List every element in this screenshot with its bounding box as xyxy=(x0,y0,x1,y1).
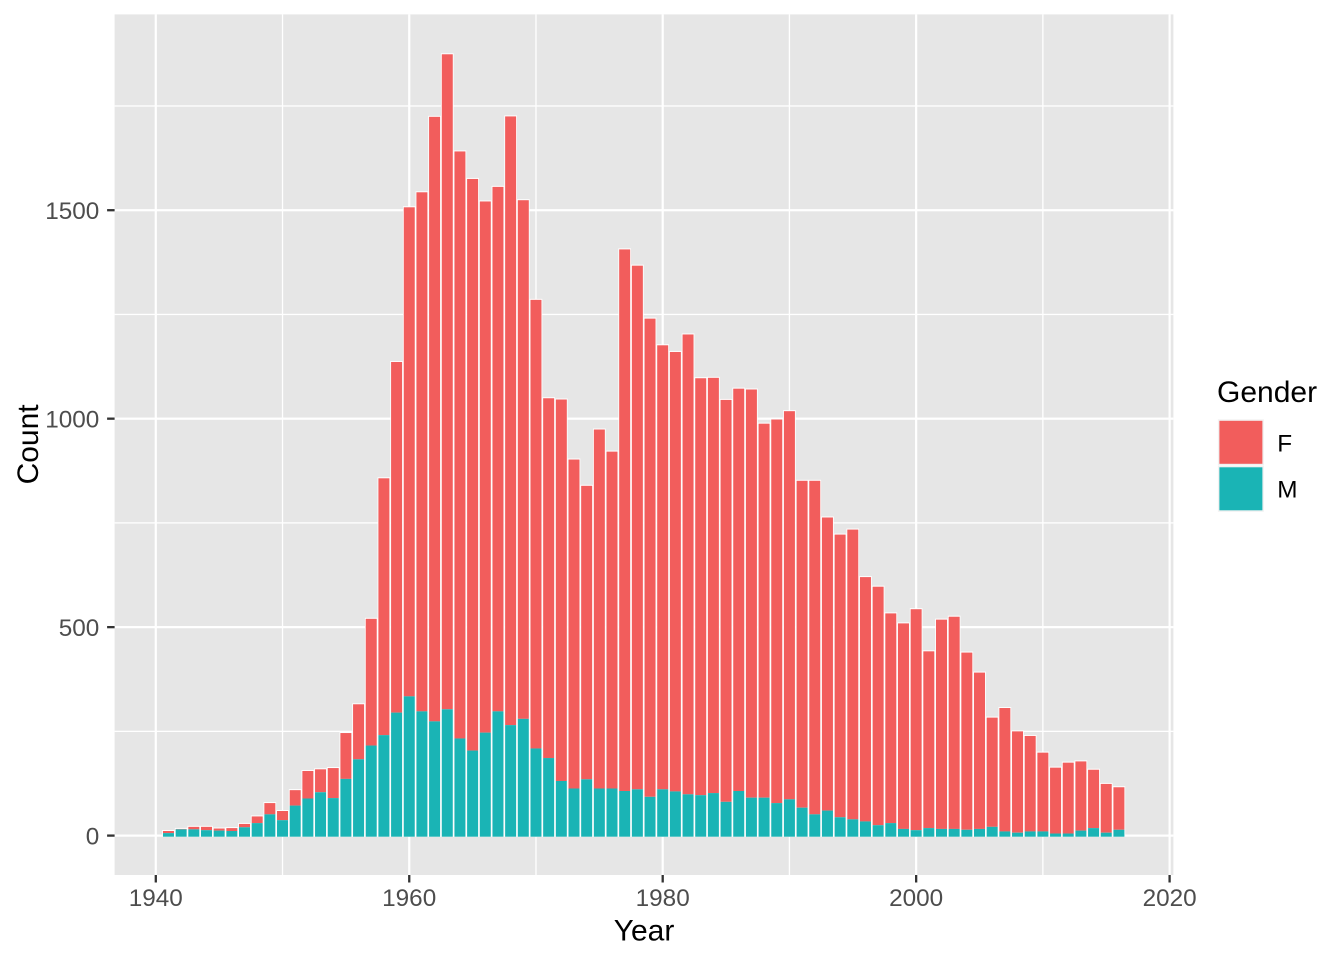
svg-text:0: 0 xyxy=(86,824,100,851)
svg-text:2020: 2020 xyxy=(1143,885,1197,912)
svg-text:1000: 1000 xyxy=(45,407,99,434)
svg-text:F: F xyxy=(1277,431,1292,458)
svg-text:1960: 1960 xyxy=(382,885,436,912)
svg-text:1980: 1980 xyxy=(636,885,690,912)
svg-text:Year: Year xyxy=(614,914,675,947)
svg-text:M: M xyxy=(1277,476,1297,503)
svg-text:500: 500 xyxy=(59,615,100,642)
svg-text:Gender: Gender xyxy=(1217,376,1317,409)
svg-text:Count: Count xyxy=(12,404,45,485)
svg-text:1500: 1500 xyxy=(45,198,99,225)
svg-text:1940: 1940 xyxy=(129,885,183,912)
svg-text:2000: 2000 xyxy=(889,885,943,912)
